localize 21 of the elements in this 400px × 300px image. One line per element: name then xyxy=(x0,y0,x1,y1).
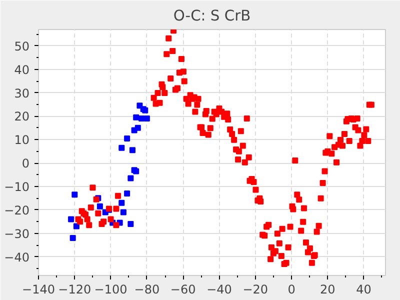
x-tick-label: 0 xyxy=(288,282,296,296)
y-tick-label: 0 xyxy=(22,156,30,171)
y-tick-label: 50 xyxy=(14,39,30,54)
y-tick-label: −40 xyxy=(4,250,30,264)
x-tick-label: 40 xyxy=(356,282,372,296)
y-tick-label: 20 xyxy=(14,110,30,124)
y-tick-label: 30 xyxy=(14,86,30,100)
x-tick-label: −120 xyxy=(58,282,92,296)
y-tick-label: −10 xyxy=(4,180,30,194)
y-tick-label: 10 xyxy=(14,133,30,148)
y-tick-label: −20 xyxy=(4,203,30,218)
x-tick-label: −100 xyxy=(94,282,128,296)
x-tick-label: −80 xyxy=(134,282,160,296)
y-tick-label: 40 xyxy=(14,62,30,77)
x-tick-label: −140 xyxy=(22,282,55,296)
x-tick-label: 20 xyxy=(320,282,336,296)
x-tick-label: −20 xyxy=(242,282,268,296)
chart-title: O-C: S CrB xyxy=(173,8,251,24)
x-tick-label: −60 xyxy=(170,282,196,296)
y-tick-label: −30 xyxy=(4,226,30,241)
x-tick-label: −40 xyxy=(206,282,232,296)
